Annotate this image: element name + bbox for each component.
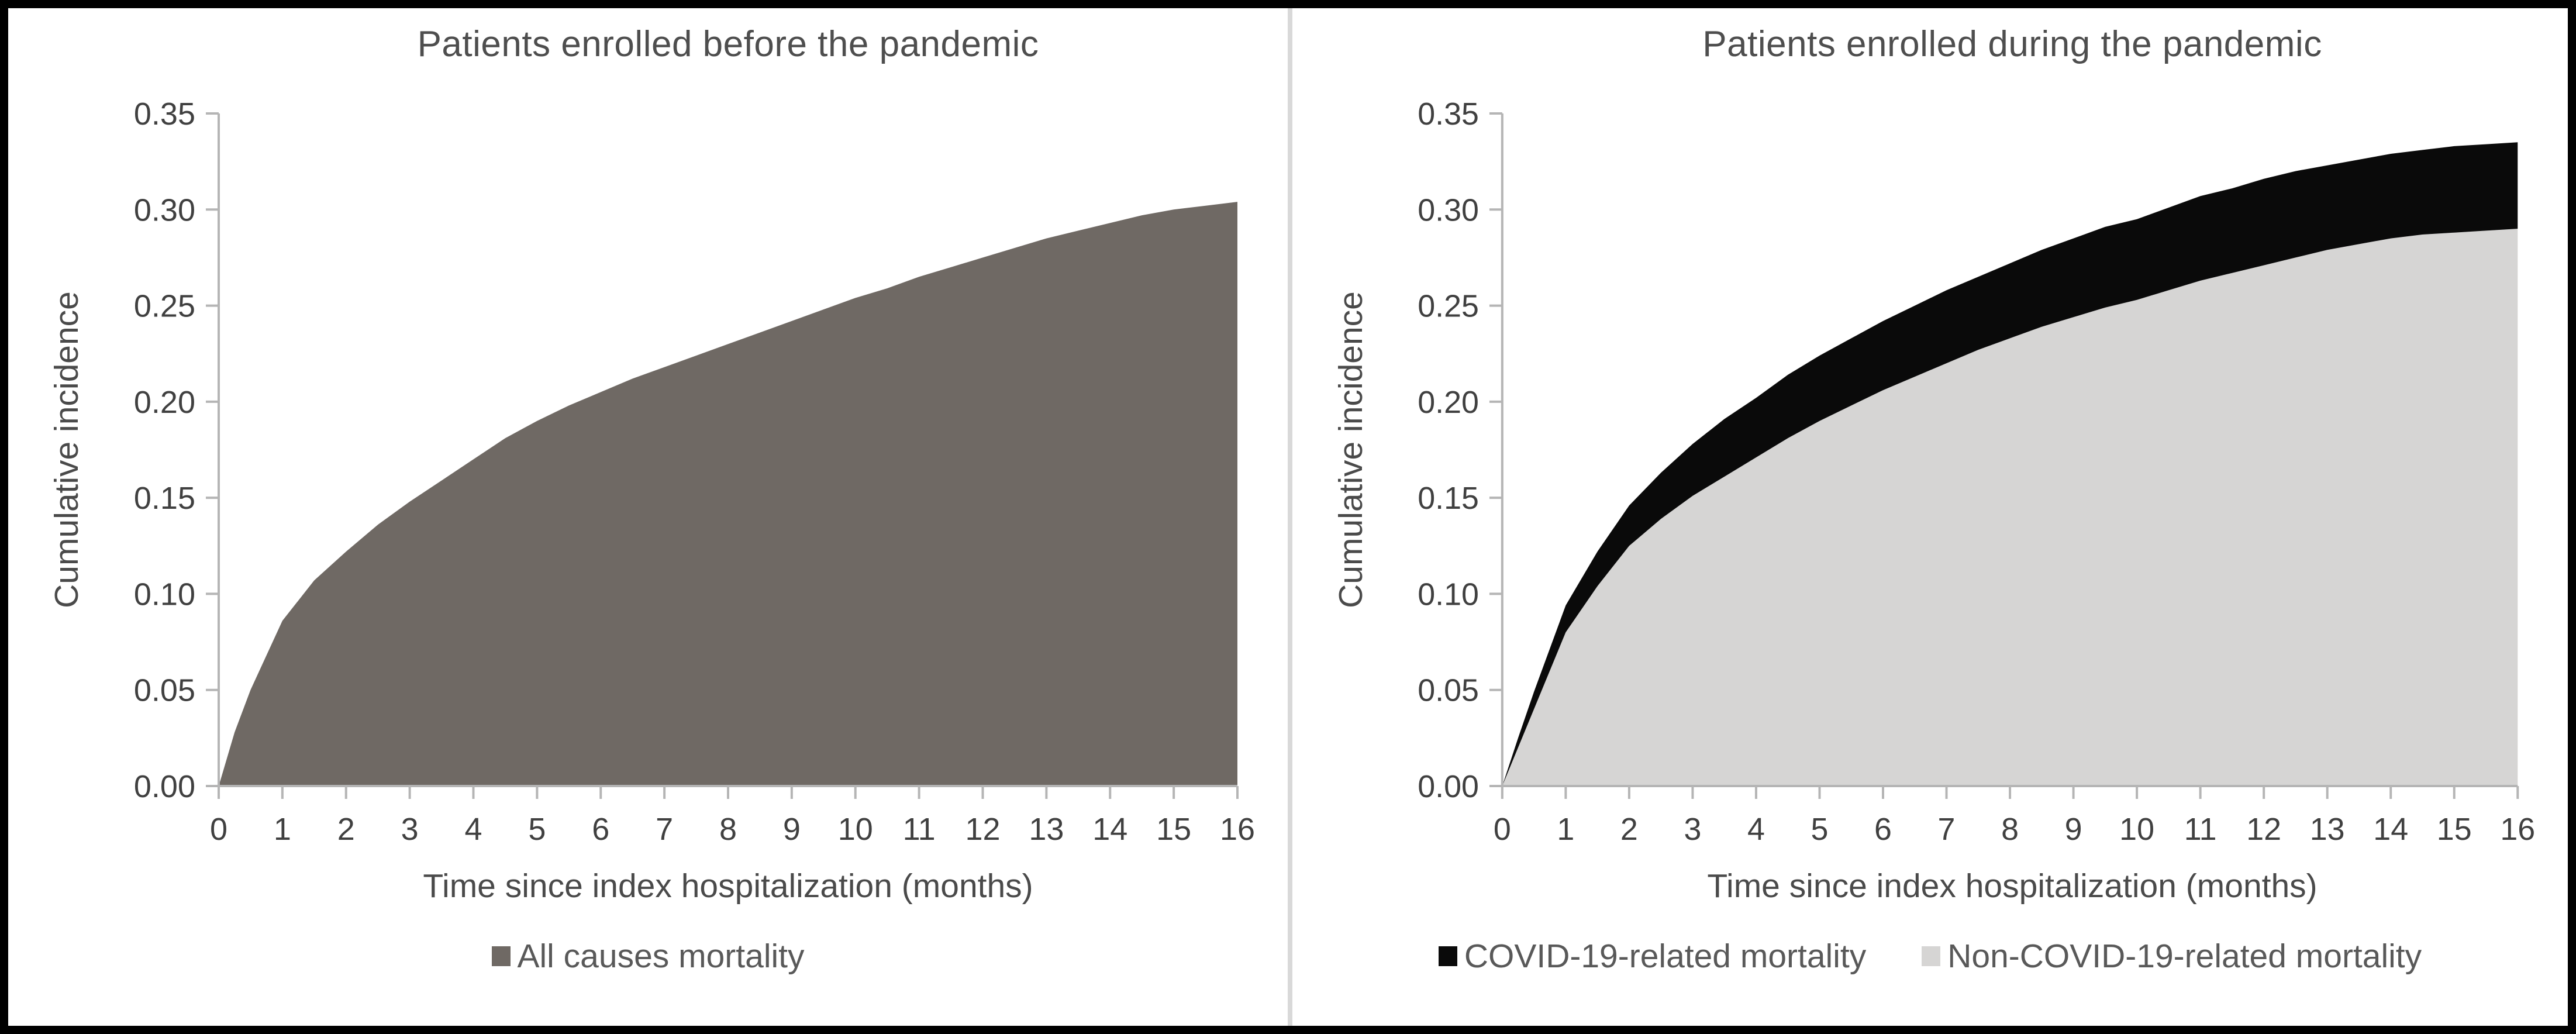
y-axis-label-during: Cumulative incidence	[1332, 291, 1370, 608]
x-tick-label: 15	[2437, 812, 2472, 847]
area-all-causes-mortality	[219, 202, 1237, 787]
covid-swatch-icon	[1438, 946, 1457, 966]
y-tick-label: 0.05	[1418, 673, 1479, 708]
x-tick-label: 8	[2001, 812, 2019, 847]
x-tick-label: 2	[337, 812, 355, 847]
x-tick-label: 6	[1874, 812, 1892, 847]
legend-item-all-causes: All causes mortality	[491, 937, 805, 976]
x-tick-label: 15	[1156, 812, 1191, 847]
y-tick-label: 0.35	[1418, 96, 1479, 132]
x-tick-label: 10	[838, 812, 873, 847]
x-tick-label: 11	[2184, 812, 2217, 847]
y-tick-label: 0.00	[134, 769, 195, 804]
chart-title-before: Patients enrolled before the pandemic	[417, 24, 1039, 64]
area-covid-19-related-mortality	[1502, 142, 2518, 786]
x-tick-label: 1	[1557, 812, 1574, 847]
chart-title-during: Patients enrolled during the pandemic	[1702, 24, 2322, 64]
x-tick-label: 4	[464, 812, 482, 847]
legend-before: All causes mortality	[8, 937, 1288, 976]
y-tick-label: 0.05	[134, 673, 195, 708]
x-tick-label: 9	[783, 812, 801, 847]
x-tick-label: 4	[1747, 812, 1765, 847]
y-tick-label: 0.20	[134, 385, 195, 420]
x-tick-label: 2	[1620, 812, 1638, 847]
x-tick-label: 11	[903, 812, 936, 847]
x-tick-label: 16	[1220, 812, 1255, 847]
legend-item-non-covid: Non-COVID-19-related mortality	[1922, 937, 2422, 976]
x-tick-label: 5	[528, 812, 546, 847]
panel-during-pandemic: Patients enrolled during the pandemic 0.…	[1292, 8, 2568, 1026]
x-tick-label: 0	[210, 812, 227, 847]
x-tick-label: 16	[2500, 812, 2535, 847]
y-tick-label: 0.35	[134, 96, 195, 132]
y-tick-label: 0.15	[1418, 481, 1479, 516]
x-tick-label: 14	[2373, 812, 2408, 847]
y-tick-label: 0.10	[1418, 577, 1479, 612]
x-tick-label: 3	[1684, 812, 1701, 847]
all-causes-swatch-icon	[491, 946, 511, 966]
x-tick-label: 1	[274, 812, 291, 847]
chart-plot-during: 0.000.050.100.150.200.250.300.350 1 2 3 4 5 6 7…	[1418, 96, 2535, 847]
x-tick-label: 6	[592, 812, 609, 847]
x-tick-label: 13	[1029, 812, 1064, 847]
x-tick-label: 14	[1092, 812, 1127, 847]
legend-label: All causes mortality	[517, 938, 805, 975]
x-tick-label: 12	[2246, 812, 2281, 847]
panel-divider	[1288, 8, 1292, 1026]
y-tick-label: 0.25	[1418, 288, 1479, 323]
y-axis-label-before: Cumulative incidence	[48, 291, 85, 608]
x-tick-label: 5	[1811, 812, 1829, 847]
x-axis-label-during: Time since index hospitalization (months…	[1707, 867, 2318, 905]
chart-plot-before: 0.000.050.100.150.200.250.300.350 1 2 3 4 5 6 7…	[134, 96, 1255, 847]
x-tick-label: 0	[1494, 812, 1511, 847]
x-tick-label: 7	[1938, 812, 1956, 847]
panel-before-pandemic: Patients enrolled before the pandemic 0.…	[8, 8, 1288, 1026]
x-tick-label: 12	[965, 812, 1000, 847]
y-tick-label: 0.30	[134, 192, 195, 228]
x-tick-label: 3	[401, 812, 419, 847]
y-tick-label: 0.30	[1418, 192, 1479, 228]
legend-during: COVID-19-related mortality Non-COVID-19-…	[1292, 937, 2568, 976]
y-tick-label: 0.15	[134, 481, 195, 516]
legend-label: COVID-19-related mortality	[1464, 938, 1867, 975]
y-tick-label: 0.00	[1418, 769, 1479, 804]
legend-item-covid: COVID-19-related mortality	[1438, 937, 1867, 976]
x-tick-label: 10	[2119, 812, 2154, 847]
y-tick-label: 0.20	[1418, 385, 1479, 420]
x-axis-label-before: Time since index hospitalization (months…	[423, 867, 1033, 905]
area-non-covid-19-related-mortality	[1502, 229, 2518, 787]
x-tick-label: 13	[2310, 812, 2345, 847]
legend-label: Non-COVID-19-related mortality	[1947, 938, 2422, 975]
y-tick-label: 0.25	[134, 289, 195, 324]
non-covid-swatch-icon	[1922, 946, 1941, 966]
x-tick-label: 8	[719, 812, 737, 847]
x-tick-label: 7	[656, 812, 673, 847]
x-tick-label: 9	[2065, 812, 2082, 847]
y-tick-label: 0.10	[134, 577, 195, 612]
